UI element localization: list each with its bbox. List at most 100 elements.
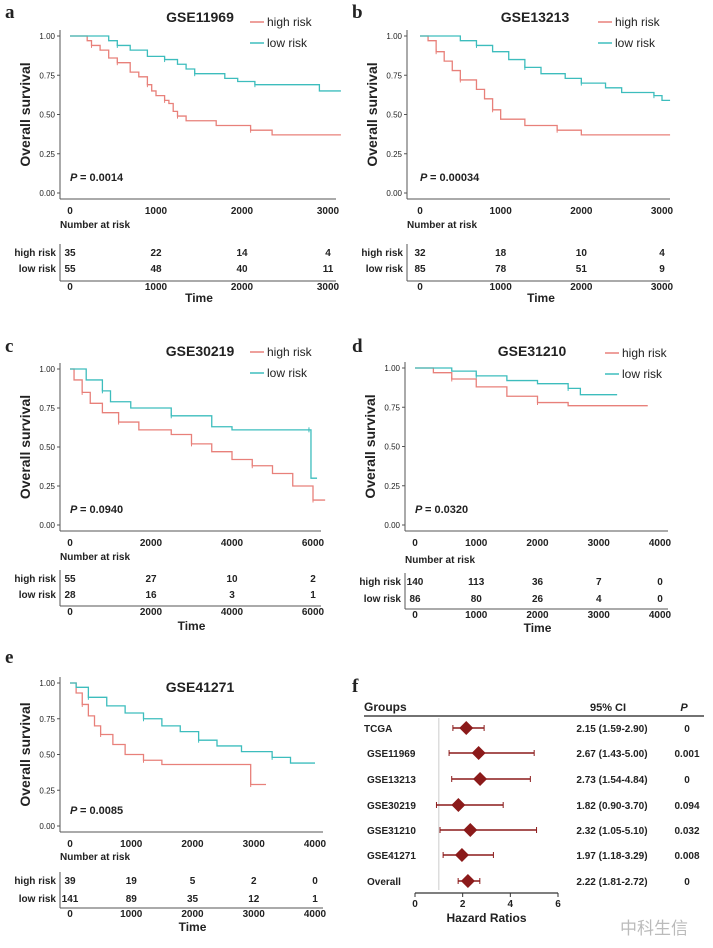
at-risk-count: 0 xyxy=(312,876,318,887)
at-risk-count: 55 xyxy=(64,574,76,585)
y-axis-label: Overall survival xyxy=(17,62,33,166)
risk-x-tick-label: 4000 xyxy=(221,607,244,618)
y-axis-label: Overall survival xyxy=(17,702,33,806)
at-risk-count: 4 xyxy=(325,248,331,259)
panel-letter: b xyxy=(352,2,363,23)
risk-row-label: low risk xyxy=(19,264,57,275)
at-risk-count: 35 xyxy=(64,248,76,259)
survival-curve-low-risk xyxy=(415,367,618,396)
y-tick-label: 0.50 xyxy=(39,751,55,760)
legend-label: high risk xyxy=(267,15,313,29)
risk-row-label: high risk xyxy=(14,574,56,585)
x-tick-label: 3000 xyxy=(651,206,674,217)
p-value: 0.008 xyxy=(674,851,699,862)
at-risk-count: 12 xyxy=(248,894,260,905)
x-tick-label: 3000 xyxy=(243,839,266,850)
number-at-risk-title: Number at risk xyxy=(405,555,475,566)
y-tick-label: 0.25 xyxy=(384,482,400,491)
x-axis-label: Time xyxy=(527,291,555,305)
panel-letter: e xyxy=(5,647,13,668)
panel-letter: d xyxy=(352,336,363,357)
at-risk-count: 1 xyxy=(310,590,316,601)
risk-row-label: low risk xyxy=(19,894,57,905)
risk-row-label: high risk xyxy=(359,577,401,588)
y-tick-label: 1.00 xyxy=(39,32,55,41)
chart-title: GSE31210 xyxy=(498,343,567,359)
y-tick-label: 0.75 xyxy=(384,403,400,412)
y-tick-label: 1.00 xyxy=(39,365,55,374)
risk-row-label: high risk xyxy=(14,876,56,887)
at-risk-count: 85 xyxy=(414,264,426,275)
at-risk-count: 16 xyxy=(145,590,157,601)
survival-curve-low-risk xyxy=(70,682,315,764)
at-risk-count: 32 xyxy=(414,248,426,259)
y-tick-label: 0.00 xyxy=(39,521,55,530)
risk-x-tick-label: 1000 xyxy=(465,610,488,621)
hazard-ratio-marker xyxy=(463,823,478,837)
x-axis-label: Time xyxy=(178,619,206,633)
survival-curve-high-risk xyxy=(420,35,671,136)
at-risk-count: 27 xyxy=(145,574,157,585)
x-tick-label: 2000 xyxy=(181,839,204,850)
p-value-label: P xyxy=(420,172,428,184)
x-tick-label: 2000 xyxy=(570,206,593,217)
at-risk-count: 2 xyxy=(310,574,316,585)
panel-letter: a xyxy=(5,2,15,23)
at-risk-count: 2 xyxy=(251,876,257,887)
legend-label: high risk xyxy=(615,15,661,29)
hr-tick-label: 4 xyxy=(508,899,514,910)
risk-x-tick-label: 4000 xyxy=(649,610,672,621)
x-tick-label: 4000 xyxy=(304,839,327,850)
ci-value: 1.97 (1.18-3.29) xyxy=(576,851,647,862)
at-risk-count: 0 xyxy=(657,594,663,605)
at-risk-count: 7 xyxy=(596,577,602,588)
at-risk-count: 51 xyxy=(576,264,588,275)
p-value-label: P xyxy=(70,504,78,516)
group-label: Overall xyxy=(367,877,401,888)
p-header: P xyxy=(680,702,688,714)
ci-value: 2.67 (1.43-5.00) xyxy=(576,749,647,760)
risk-x-tick-label: 2000 xyxy=(526,610,549,621)
at-risk-count: 5 xyxy=(190,876,196,887)
survival-curve-low-risk xyxy=(70,35,341,92)
y-tick-label: 1.00 xyxy=(39,679,55,688)
risk-row-label: low risk xyxy=(364,594,402,605)
at-risk-count: 22 xyxy=(150,248,162,259)
legend-label: high risk xyxy=(622,346,668,360)
x-tick-label: 0 xyxy=(67,206,73,217)
p-value-label: P xyxy=(70,805,78,817)
number-at-risk-title: Number at risk xyxy=(60,220,130,231)
risk-x-tick-label: 1000 xyxy=(120,909,143,920)
risk-row-label: high risk xyxy=(14,248,56,259)
risk-x-tick-label: 1000 xyxy=(490,282,513,293)
panel-letter: f xyxy=(352,676,359,697)
y-tick-label: 0.50 xyxy=(39,443,55,452)
x-tick-label: 4000 xyxy=(649,538,672,549)
legend-label: low risk xyxy=(615,36,656,50)
y-tick-label: 0.25 xyxy=(39,150,55,159)
y-tick-label: 0.50 xyxy=(386,111,402,120)
group-label: GSE31210 xyxy=(367,826,416,837)
ci-value: 1.82 (0.90-3.70) xyxy=(576,801,647,812)
risk-x-tick-label: 3000 xyxy=(651,282,674,293)
hr-axis-label: Hazard Ratios xyxy=(446,911,526,925)
x-tick-label: 0 xyxy=(67,839,73,850)
at-risk-count: 0 xyxy=(657,577,663,588)
at-risk-count: 10 xyxy=(226,574,238,585)
legend-label: low risk xyxy=(267,366,308,380)
at-risk-count: 26 xyxy=(532,594,544,605)
y-tick-label: 0.50 xyxy=(39,111,55,120)
risk-x-tick-label: 0 xyxy=(67,607,73,618)
p-value: 0.094 xyxy=(674,801,699,812)
hazard-ratio-marker xyxy=(459,721,474,735)
x-tick-label: 1000 xyxy=(145,206,168,217)
hazard-ratio-marker xyxy=(451,798,466,812)
ci-value: 2.32 (1.05-5.10) xyxy=(576,826,647,837)
x-tick-label: 0 xyxy=(417,206,423,217)
number-at-risk-title: Number at risk xyxy=(60,852,130,863)
risk-x-tick-label: 0 xyxy=(67,282,73,293)
risk-x-tick-label: 3000 xyxy=(243,909,266,920)
risk-row-label: low risk xyxy=(366,264,404,275)
